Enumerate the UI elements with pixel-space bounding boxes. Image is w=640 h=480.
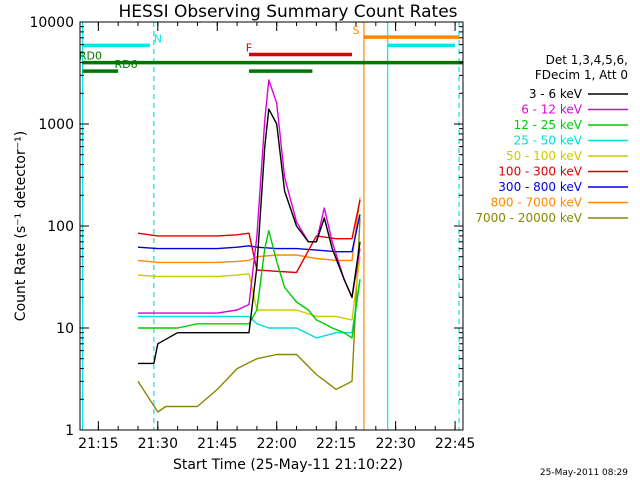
series-line — [137, 217, 361, 413]
series-line — [138, 79, 361, 314]
plot-lines-group — [81, 22, 460, 430]
series-line — [138, 229, 361, 339]
series-line — [137, 199, 361, 274]
flag-label: S — [352, 24, 359, 37]
y-tick-label: 10000 — [29, 15, 74, 31]
chart-title: HESSI Observing Summary Count Rates — [118, 2, 457, 22]
legend-entry: 100 - 300 keV — [498, 165, 582, 179]
x-tick-label: 22:30 — [375, 436, 415, 452]
y-axis-label: Count Rate (s⁻¹ detector⁻¹) — [13, 131, 29, 321]
series-line — [137, 197, 361, 264]
x-tick-label: 22:15 — [316, 436, 356, 452]
legend-entry: 300 - 800 keV — [498, 180, 582, 194]
flag-label: F — [246, 42, 252, 55]
series-line — [138, 108, 361, 365]
legend-entry: 25 - 50 keV — [514, 134, 583, 148]
x-axis-label: Start Time (25-May-11 21:10:22) — [173, 457, 403, 473]
x-tick-label: 21:30 — [138, 436, 178, 452]
x-tick-label: 22:00 — [257, 436, 297, 452]
flag-label: RD0 — [79, 50, 102, 63]
legend-entry: 7000 - 20000 keV — [475, 211, 582, 225]
series-line — [137, 256, 361, 321]
legend-header-line-1: Det 1,3,4,5,6, — [546, 53, 628, 67]
legend-entry: 50 - 100 keV — [506, 149, 583, 163]
x-tick-label: 21:15 — [78, 436, 118, 452]
legend-entry: 6 - 12 keV — [521, 103, 583, 117]
x-tick-label: 22:45 — [435, 436, 475, 452]
legend-entry: 800 - 7000 keV — [491, 196, 583, 210]
x-tick-label: 21:45 — [197, 436, 237, 452]
generation-timestamp: 25-May-2011 08:29 — [540, 468, 628, 478]
flag-label: N — [154, 32, 162, 45]
legend-header-line-2: FDecim 1, Att 0 — [535, 68, 628, 82]
series-line — [138, 279, 361, 339]
y-tick-label: 10 — [56, 321, 74, 337]
legend-entry: 3 - 6 keV — [529, 87, 583, 101]
flag-label: RD6 — [115, 58, 138, 71]
y-tick-label: 1000 — [38, 117, 74, 133]
ticks-group: 1 10 100 1000 10000 21:15 21:30 21:45 22:00 22:15… — [29, 15, 475, 452]
legend: Det 1,3,4,5,6, FDecim 1, Att 0 3 - 6 keV… — [475, 53, 628, 225]
flag-bars-group: N F S RD0 RD6 — [79, 24, 463, 73]
plot-frame — [79, 21, 464, 431]
y-tick-label: 1 — [65, 423, 74, 439]
y-tick-label: 100 — [47, 219, 74, 235]
legend-entry: 12 - 25 keV — [514, 118, 583, 132]
